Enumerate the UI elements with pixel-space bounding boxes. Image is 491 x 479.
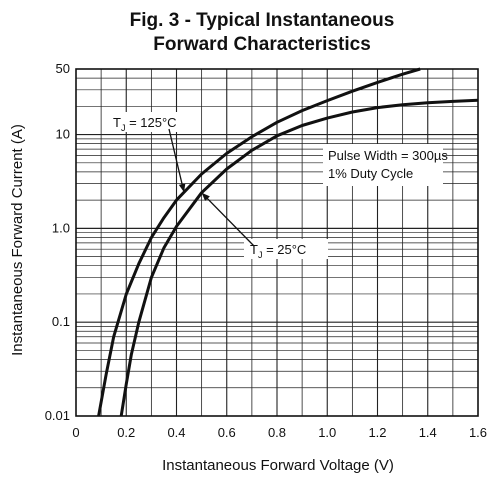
- y-tick-label: 10: [56, 127, 70, 142]
- series-label-tj-125c-leader: [168, 128, 185, 193]
- x-tick-label: 0.4: [167, 425, 185, 440]
- series-labels: TJ = 125°C TJ = 25°C: [109, 112, 328, 260]
- chart-title-line-1: Fig. 3 - Typical Instantaneous: [130, 10, 395, 31]
- y-tick-label: 1.0: [52, 220, 70, 235]
- x-tick-label: 0: [72, 425, 79, 440]
- y-tick-label: 0.01: [45, 408, 70, 423]
- y-tick-label: 0.1: [52, 314, 70, 329]
- series-label-tj-25c: TJ = 25°C: [250, 242, 306, 260]
- y-axis-label: Instantaneous Forward Current (A): [9, 124, 26, 356]
- duty-cycle-annotation: 1% Duty Cycle: [328, 166, 413, 181]
- y-tick-label: 50: [56, 61, 70, 76]
- x-axis-label: Instantaneous Forward Voltage (V): [162, 457, 394, 474]
- x-tick-label: 1.0: [318, 425, 336, 440]
- x-tick-label: 1.2: [368, 425, 386, 440]
- series-label-tj-125c-background: [109, 112, 193, 132]
- series-curves: [97, 67, 479, 417]
- pulse-width-annotation: Pulse Width = 300µs: [328, 148, 448, 163]
- series-label-tj-125c: TJ = 125°C: [113, 115, 177, 133]
- series-line-tj-125c: [97, 67, 421, 417]
- x-tick-label: 1.6: [469, 425, 487, 440]
- pulse-annotation-background: [323, 144, 443, 186]
- plot-frame: [75, 68, 479, 417]
- series-label-tj-25c-background: [244, 239, 328, 259]
- series-label-tj-25c-leader: [201, 192, 255, 247]
- series-line-tj-25c: [119, 98, 479, 417]
- x-tick-label: 0.8: [268, 425, 286, 440]
- y-axis-tick-labels: 0.01 0.1 1.0 10 50: [45, 61, 70, 423]
- x-axis-tick-labels: 0 0.2 0.4 0.6 0.8 1.0 1.2 1.4 1.6: [72, 425, 487, 440]
- series-label-tj-25c-arrowhead: [201, 192, 210, 202]
- x-tick-label: 0.6: [218, 425, 236, 440]
- chart-title-line-2: Forward Characteristics: [153, 34, 371, 55]
- x-tick-label: 1.4: [419, 425, 437, 440]
- x-tick-label: 0.2: [117, 425, 135, 440]
- series-label-tj-125c-arrowhead: [178, 183, 186, 193]
- vertical-gridlines: [100, 69, 454, 416]
